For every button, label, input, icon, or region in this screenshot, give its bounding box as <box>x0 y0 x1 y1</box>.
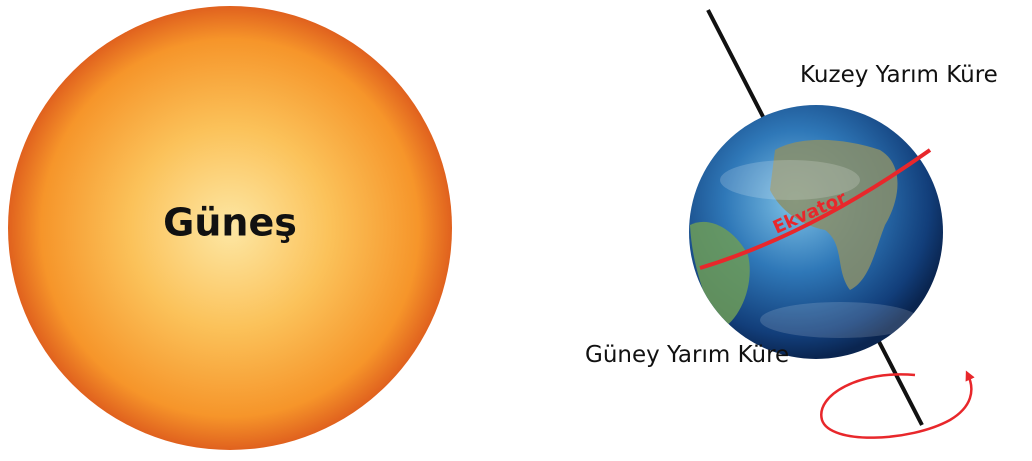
earth: Ekvator <box>689 105 943 359</box>
equator-line <box>699 148 932 270</box>
sun <box>8 6 452 450</box>
sun-label: Güneş <box>163 201 297 245</box>
north-label: Kuzey Yarım Küre <box>800 62 998 88</box>
continents <box>690 139 920 338</box>
rotation-arrow <box>820 370 975 439</box>
south-label: Güney Yarım Küre <box>585 342 789 368</box>
